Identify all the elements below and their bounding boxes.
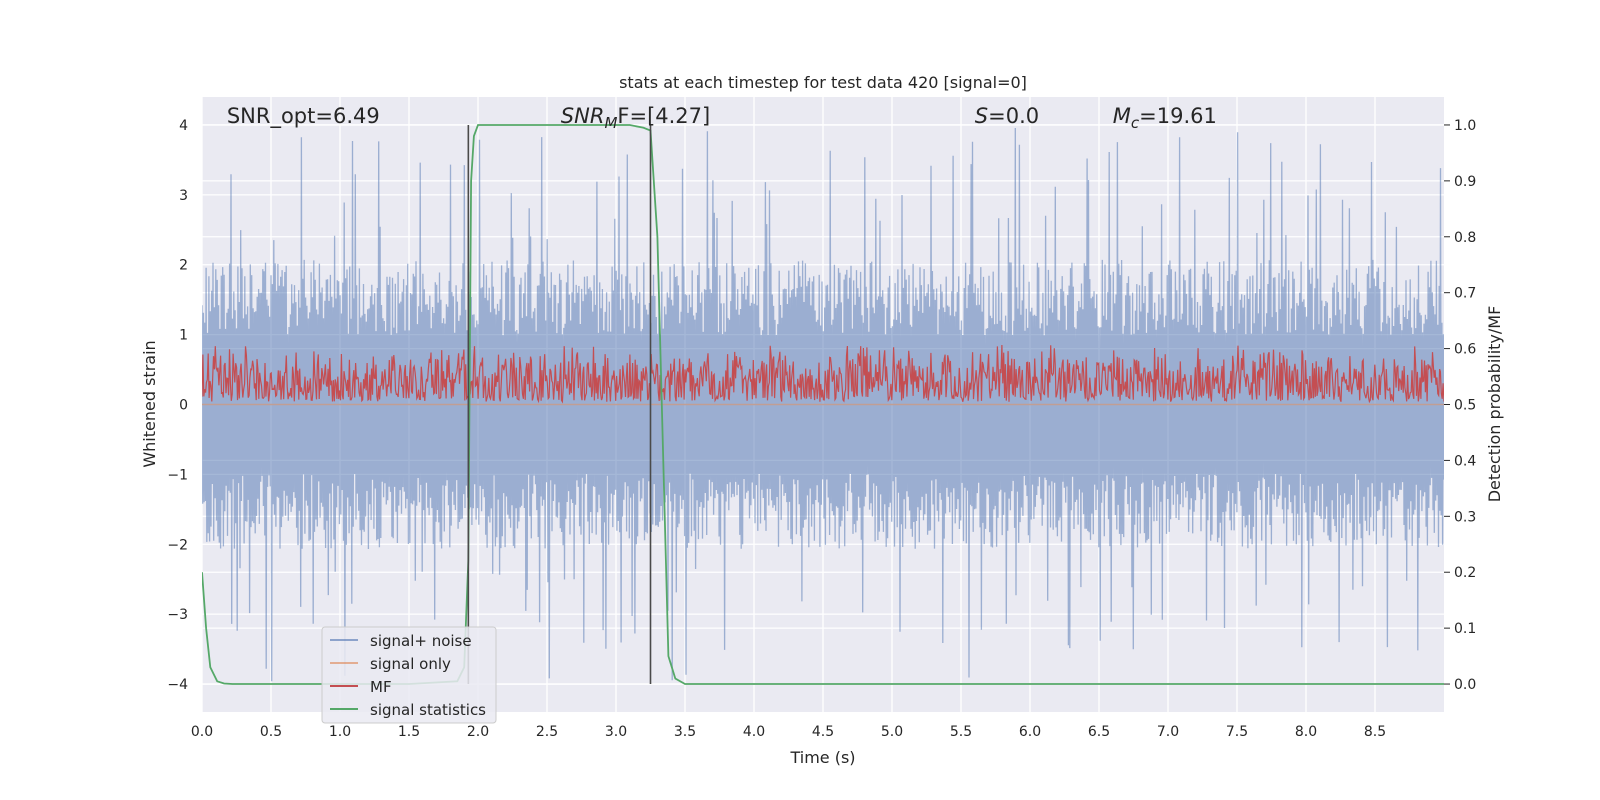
legend-label-mf: MF xyxy=(370,678,392,696)
annotation-snr-opt: SNR_opt=6.49 xyxy=(227,104,380,129)
plot-layer xyxy=(202,124,1444,685)
signal-statistics-line xyxy=(202,124,1444,685)
x-tick-label: 3.0 xyxy=(605,724,627,740)
y-tick-label: 2 xyxy=(179,258,188,274)
y-tick-label: 0 xyxy=(179,398,188,414)
x-tick-label: 7.0 xyxy=(1157,724,1179,740)
x-tick-label: 6.0 xyxy=(1019,724,1041,740)
annotation-snr-mf: SNRMF=[4.27] xyxy=(561,104,710,132)
legend-box xyxy=(321,626,497,724)
x-tick-label: 8.0 xyxy=(1295,724,1317,740)
x-axis-ticks: 0.0 0.5 1.0 1.5 2.0 2.5 3.0 3.5 4.0 4.5 5.0 5.5 6.0 6… xyxy=(191,724,1386,740)
y2-tick-label: 0.8 xyxy=(1454,230,1476,246)
legend-label-signal-only: signal only xyxy=(370,655,451,673)
x-tick-label: 4.0 xyxy=(743,724,765,740)
x-tick-label: 1.5 xyxy=(398,724,420,740)
x-tick-label: 2.5 xyxy=(536,724,558,740)
legend: signal+ noise signal only MF signal stat… xyxy=(321,626,497,724)
y-axis-label: Whitened strain xyxy=(140,340,159,467)
y2-tick-label: 0.0 xyxy=(1454,677,1476,693)
y2-tick-label: 0.4 xyxy=(1454,453,1476,469)
x-axis-label: Time (s) xyxy=(789,748,855,767)
y-tick-label: 3 xyxy=(179,188,188,204)
x-tick-label: 0.5 xyxy=(260,724,282,740)
y2-tick-label: 0.9 xyxy=(1454,174,1476,190)
y-tick-label: 1 xyxy=(179,328,188,344)
x-tick-label: 2.0 xyxy=(467,724,489,740)
legend-label-signal-statistics: signal statistics xyxy=(370,701,486,719)
y2-tick-label: 0.7 xyxy=(1454,286,1476,302)
signal-noise-line xyxy=(202,127,1444,682)
y2-tick-label: 0.5 xyxy=(1454,398,1476,414)
x-tick-label: 5.0 xyxy=(881,724,903,740)
y2-tick-label: 0.1 xyxy=(1454,621,1476,637)
x-tick-label: 6.5 xyxy=(1088,724,1110,740)
x-tick-label: 0.0 xyxy=(191,724,213,740)
y-tick-label: −1 xyxy=(167,467,188,483)
x-tick-label: 5.5 xyxy=(950,724,972,740)
y2-tick-label: 0.2 xyxy=(1454,565,1476,581)
annotation-s-value: S=0.0 xyxy=(975,104,1039,128)
x-tick-label: 1.0 xyxy=(329,724,351,740)
x-tick-label: 8.5 xyxy=(1364,724,1386,740)
mf-line xyxy=(202,344,1444,404)
y2-axis-label: Detection probability/MF xyxy=(1485,306,1504,503)
y2-axis-ticks: 1.0 0.9 0.8 0.7 0.6 0.5 0.4 0.3 0.2 0.1 0.0 xyxy=(1444,118,1476,693)
x-tick-label: 7.5 xyxy=(1226,724,1248,740)
y2-tick-label: 0.3 xyxy=(1454,509,1476,525)
y-axis-ticks: 4 3 2 1 0 −1 −2 −3 −4 xyxy=(167,118,188,693)
y-tick-label: −2 xyxy=(167,537,188,553)
legend-label-signal-noise: signal+ noise xyxy=(370,632,472,650)
x-tick-label: 3.5 xyxy=(674,724,696,740)
y2-tick-label: 1.0 xyxy=(1454,118,1476,134)
annotations: SNR_opt=6.49 SNRMF=[4.27] S=0.0 Mc=19.61 xyxy=(227,104,1217,132)
y2-tick-label: 0.6 xyxy=(1454,342,1476,358)
y-tick-label: −3 xyxy=(167,607,188,623)
x-tick-label: 4.5 xyxy=(812,724,834,740)
chart-title: stats at each timestep for test data 420… xyxy=(619,73,1027,92)
y-tick-label: 4 xyxy=(179,118,188,134)
y-tick-label: −4 xyxy=(167,677,188,693)
annotation-mc-value: Mc=19.61 xyxy=(1113,104,1217,132)
